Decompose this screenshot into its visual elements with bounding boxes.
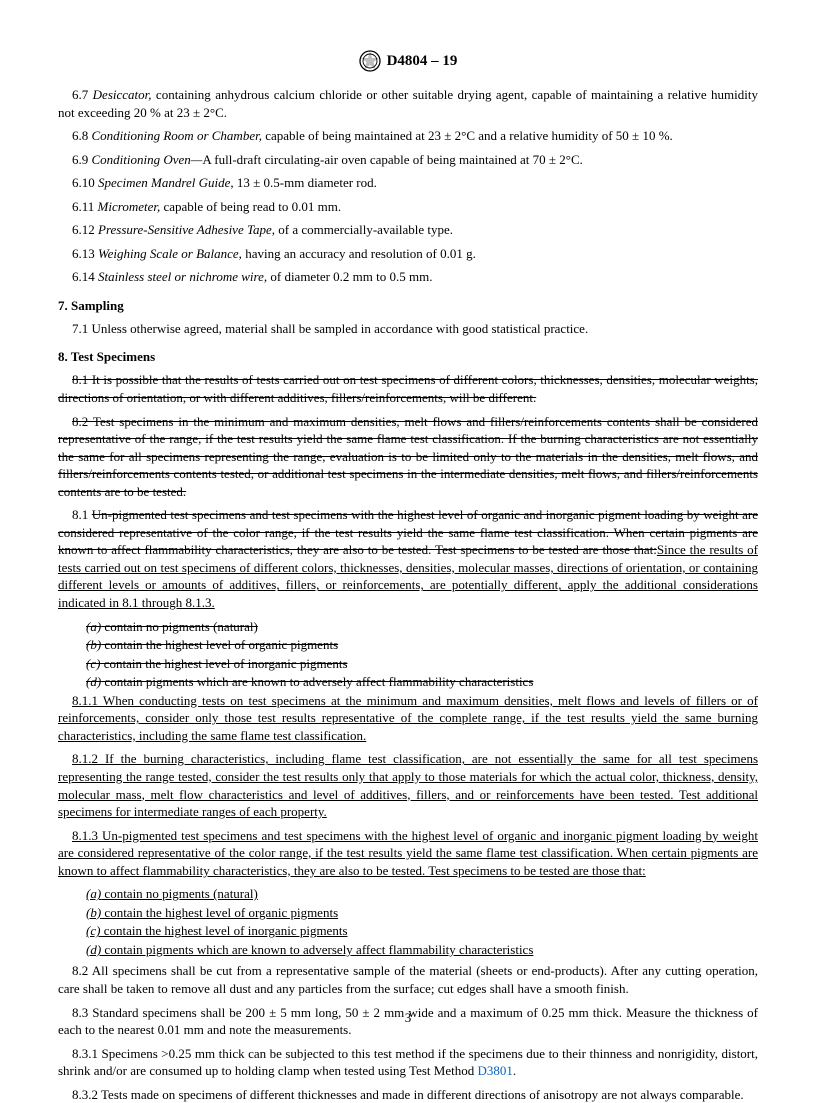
para-8-3-2: 8.3.2 Tests made on specimens of differe…	[58, 1086, 758, 1103]
para-6-7: 6.7 Desiccator, containing anhydrous cal…	[58, 86, 758, 121]
para-6-9: 6.9 Conditioning Oven—A full-draft circu…	[58, 151, 758, 169]
para-7-1: 7.1 Unless otherwise agreed, material sh…	[58, 320, 758, 338]
para-8-1-1: 8.1.1 When conducting tests on test spec…	[58, 692, 758, 745]
sub-b-under: (b) contain the highest level of organic…	[86, 904, 758, 922]
para-6-12: 6.12 Pressure-Sensitive Adhesive Tape, o…	[58, 221, 758, 239]
para-8-1-strike: 8.1 It is possible that the results of t…	[58, 371, 758, 406]
astm-logo	[359, 50, 381, 72]
sub-c-strike: (c) contain the highest level of inorgan…	[86, 655, 758, 673]
section-7-title: 7. Sampling	[58, 298, 758, 314]
para-6-8: 6.8 Conditioning Room or Chamber, capabl…	[58, 127, 758, 145]
section-8-title: 8. Test Specimens	[58, 349, 758, 365]
link-d3801[interactable]: D3801	[477, 1063, 512, 1078]
para-6-13: 6.13 Weighing Scale or Balance, having a…	[58, 245, 758, 263]
sub-d-strike: (d) contain pigments which are known to …	[86, 673, 758, 691]
sub-d-under: (d) contain pigments which are known to …	[86, 941, 758, 959]
para-8-3-1: 8.3.1 Specimens >0.25 mm thick can be su…	[58, 1045, 758, 1080]
para-8-2-strike: 8.2 Test specimens in the minimum and ma…	[58, 413, 758, 501]
sub-b-strike: (b) contain the highest level of organic…	[86, 636, 758, 654]
sub-a-under: (a) contain no pigments (natural)	[86, 885, 758, 903]
page-number: 3	[0, 1010, 816, 1026]
para-8-1: 8.1 Un-pigmented test specimens and test…	[58, 506, 758, 611]
page-header: D4804 – 19	[58, 50, 758, 72]
para-8-2: 8.2 All specimens shall be cut from a re…	[58, 962, 758, 997]
para-6-14: 6.14 Stainless steel or nichrome wire, o…	[58, 268, 758, 286]
para-8-1-2: 8.1.2 If the burning characteristics, in…	[58, 750, 758, 820]
para-6-10: 6.10 Specimen Mandrel Guide, 13 ± 0.5-mm…	[58, 174, 758, 192]
para-8-1-3: 8.1.3 Un-pigmented test specimens and te…	[58, 827, 758, 880]
sub-a-strike: (a) contain no pigments (natural)	[86, 618, 758, 636]
header-designation: D4804 – 19	[387, 53, 458, 70]
para-6-11: 6.11 Micrometer, capable of being read t…	[58, 198, 758, 216]
document-page: D4804 – 19 6.7 Desiccator, containing an…	[0, 0, 816, 1056]
sub-c-under: (c) contain the highest level of inorgan…	[86, 922, 758, 940]
